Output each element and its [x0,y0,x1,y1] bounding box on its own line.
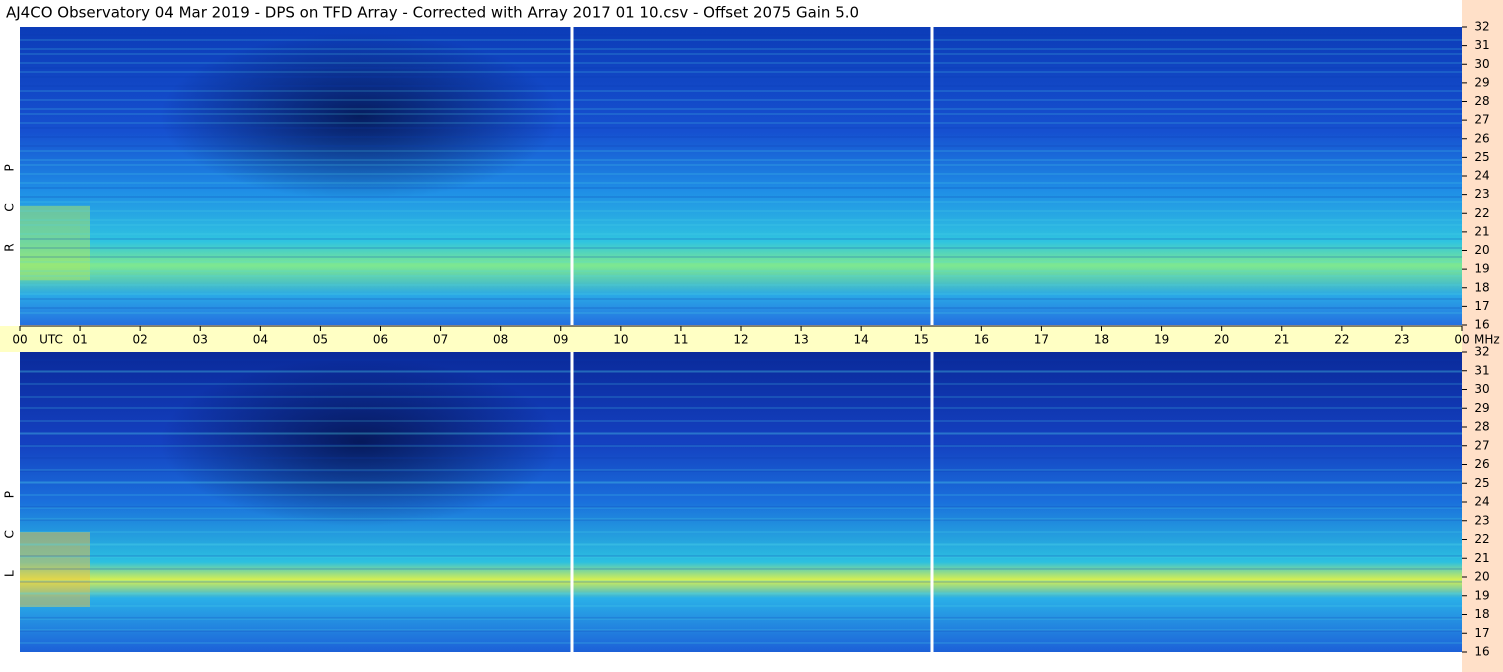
title: AJ4CO Observatory 04 Mar 2019 - DPS on T… [6,4,859,22]
y-tick-label: 28 [1474,94,1489,108]
x-tick-label: 11 [673,333,688,347]
x-tick-label: 00 [12,333,27,347]
y-tick-label: 25 [1474,150,1489,164]
y-tick-label: 29 [1474,75,1489,89]
x-tick-label: 04 [253,333,268,347]
time-axis-band [0,326,1462,352]
x-tick-label: 23 [1394,333,1409,347]
y-tick-label: 17 [1474,299,1489,313]
y-tick-label: 24 [1474,495,1489,509]
y-tick-label: 30 [1474,382,1489,396]
y-tick-label: 23 [1474,513,1489,527]
x-tick-label: 05 [313,333,328,347]
y-unit-label: MHz [1474,333,1500,347]
y-tick-label: 27 [1474,113,1489,127]
x-tick-label: 17 [1034,333,1049,347]
x-tick-label: 02 [133,333,148,347]
dark-region [160,32,560,200]
y-tick-label: 17 [1474,626,1489,640]
x-tick-label: 07 [433,333,448,347]
y-tick-label: 28 [1474,420,1489,434]
x-tick-label: 22 [1334,333,1349,347]
polarization-label: L C P [3,477,17,577]
left-strip [20,532,90,607]
x-tick-label: 03 [193,333,208,347]
x-tick-label: 21 [1274,333,1289,347]
y-tick-label: 31 [1474,363,1489,377]
x-tick-label: 08 [493,333,508,347]
left-strip [20,205,90,281]
y-tick-label: 22 [1474,206,1489,220]
x-tick-label: 00 [1454,333,1469,347]
x-tick-label: 19 [1154,333,1169,347]
y-tick-label: 32 [1474,20,1489,34]
x-tick-label: 12 [733,333,748,347]
y-tick-label: 21 [1474,551,1489,565]
dark-region [160,358,560,526]
y-tick-label: 20 [1474,243,1489,257]
x-tick-label: 15 [914,333,929,347]
y-tick-label: 25 [1474,476,1489,490]
freq-axis-band [1462,0,1503,672]
y-tick-label: 26 [1474,457,1489,471]
x-tick-label: 16 [974,333,989,347]
x-axis-label: UTC [39,333,63,347]
x-tick-label: 06 [373,333,388,347]
y-tick-label: 24 [1474,169,1489,183]
y-tick-label: 30 [1474,57,1489,71]
polarization-label: R C P [3,150,17,252]
x-tick-label: 13 [793,333,808,347]
y-tick-label: 18 [1474,280,1489,294]
y-tick-label: 32 [1474,345,1489,359]
x-tick-label: 14 [854,333,869,347]
y-tick-label: 18 [1474,607,1489,621]
y-tick-label: 16 [1474,645,1489,659]
y-tick-label: 19 [1474,262,1489,276]
y-tick-label: 22 [1474,532,1489,546]
y-tick-label: 29 [1474,401,1489,415]
y-tick-label: 26 [1474,131,1489,145]
x-tick-label: 09 [553,333,568,347]
x-tick-label: 10 [613,333,628,347]
y-tick-label: 21 [1474,224,1489,238]
y-tick-label: 31 [1474,38,1489,52]
y-tick-label: 20 [1474,570,1489,584]
x-tick-label: 20 [1214,333,1229,347]
x-tick-label: 01 [72,333,87,347]
y-tick-label: 23 [1474,187,1489,201]
y-tick-label: 19 [1474,588,1489,602]
y-tick-label: 27 [1474,438,1489,452]
y-tick-label: 16 [1474,318,1489,332]
x-tick-label: 18 [1094,333,1109,347]
